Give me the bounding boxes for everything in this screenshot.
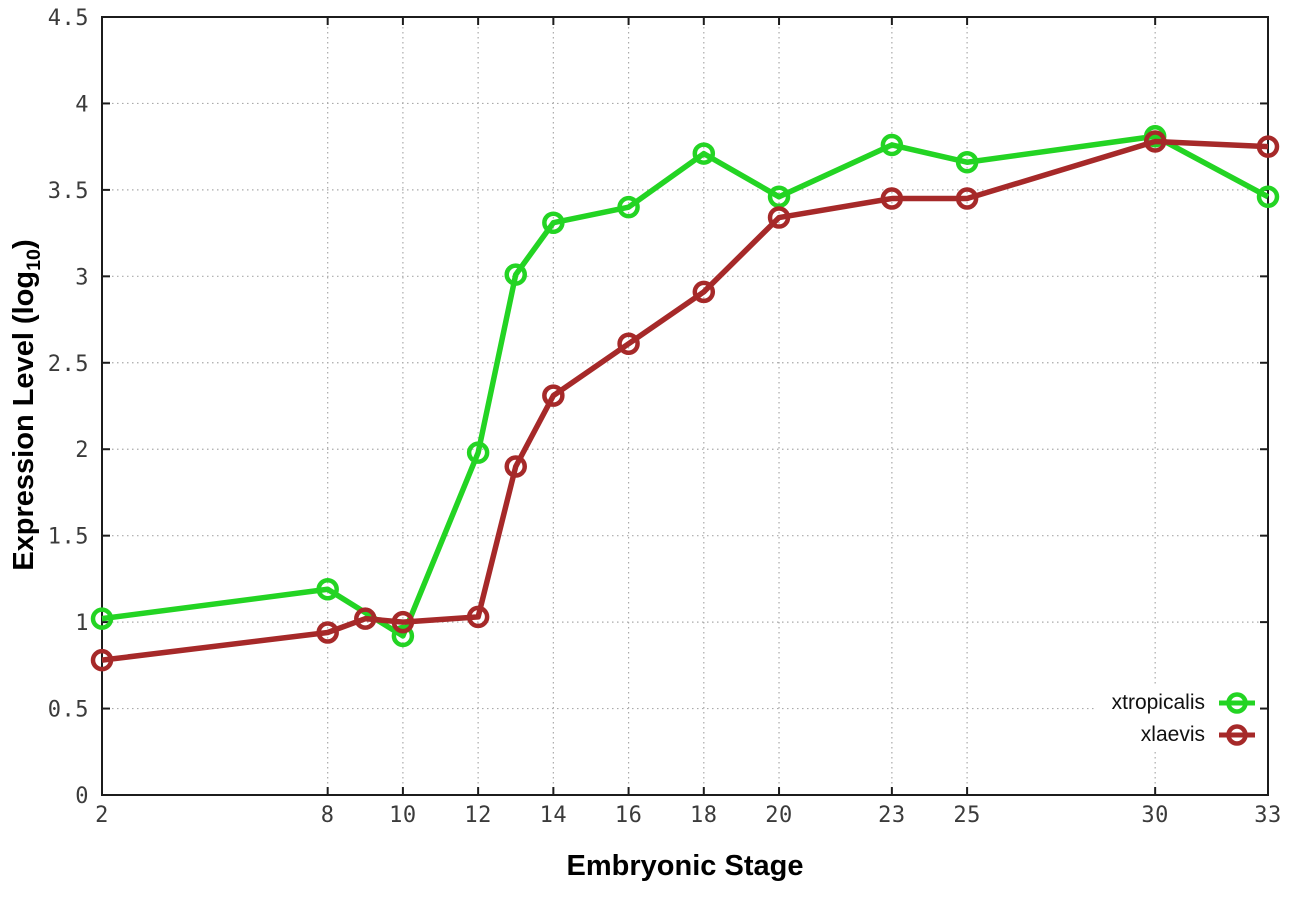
legend: xtropicalis xlaevis	[1095, 685, 1260, 752]
data-point-xtropicalis	[1256, 185, 1280, 209]
svg-text:8: 8	[321, 803, 335, 828]
legend-circle-sample	[1226, 723, 1248, 746]
legend-item-xtropicalis: xtropicalis	[1112, 687, 1258, 718]
svg-text:1.5: 1.5	[48, 525, 89, 550]
data-point-xlaevis	[955, 187, 979, 210]
data-point-xlaevis	[692, 280, 716, 304]
series-xlaevis	[90, 130, 1280, 672]
data-point-xtropicalis	[90, 607, 114, 630]
svg-text:14: 14	[540, 803, 568, 828]
y-tick-labels: 0 0.5 1 1.5 2 2.5 3 3.5 4 4.5	[48, 6, 89, 809]
data-point-xlaevis	[1143, 130, 1167, 153]
y-axis-title: Expression Level (log10)	[8, 239, 46, 570]
svg-text:1: 1	[75, 611, 89, 636]
data-point-xtropicalis	[542, 211, 565, 234]
svg-text:0: 0	[75, 784, 89, 809]
svg-text:25: 25	[953, 803, 981, 828]
svg-text:10: 10	[389, 803, 417, 828]
data-point-xlaevis	[504, 455, 527, 478]
y-axis-title-text: Expression Level (log	[8, 270, 41, 571]
data-point-xlaevis	[767, 206, 791, 229]
legend-marker-xlaevis	[1219, 723, 1255, 746]
data-point-xlaevis	[880, 187, 904, 210]
svg-text:3: 3	[75, 265, 89, 290]
plot-border	[101, 16, 1269, 796]
svg-text:18: 18	[690, 803, 718, 828]
data-point-xlaevis	[1256, 135, 1280, 158]
legend-item-xlaevis: xlaevis	[1112, 719, 1258, 750]
data-point-xtropicalis	[692, 142, 716, 165]
svg-text:30: 30	[1141, 803, 1169, 828]
svg-text:20: 20	[765, 803, 793, 828]
svg-text:12: 12	[464, 803, 492, 828]
data-point-xlaevis	[466, 605, 490, 629]
svg-text:2: 2	[95, 803, 109, 828]
data-point-xlaevis	[542, 384, 565, 407]
legend-marker-xtropicalis	[1219, 691, 1255, 714]
data-point-xtropicalis	[466, 441, 490, 464]
legend-label-xtropicalis: xtropicalis	[1111, 691, 1205, 714]
x-axis-title: Embryonic Stage	[566, 850, 804, 882]
svg-text:4.5: 4.5	[48, 6, 89, 31]
legend-circle-sample	[1226, 691, 1248, 714]
data-point-xlaevis	[391, 610, 415, 634]
x-tick-labels: 2 8 10 12 14 16 18 20 23 25 30 33	[95, 803, 1282, 828]
data-point-xlaevis	[90, 648, 114, 672]
data-point-xlaevis	[617, 332, 640, 356]
data-point-xtropicalis	[391, 624, 415, 648]
legend-label-xlaevis: xlaevis	[1140, 723, 1205, 746]
svg-text:4: 4	[75, 92, 89, 117]
svg-text:16: 16	[615, 803, 643, 828]
data-point-xtropicalis	[955, 150, 979, 174]
data-point-xtropicalis	[880, 133, 904, 157]
y-axis-title-subscript: 10	[22, 248, 45, 271]
svg-text:33: 33	[1254, 803, 1282, 828]
data-point-xtropicalis	[617, 195, 640, 219]
axis-ticks	[101, 16, 1269, 796]
svg-text:0.5: 0.5	[48, 698, 89, 723]
svg-text:3.5: 3.5	[48, 179, 89, 204]
series-xtropicalis	[90, 125, 1280, 648]
gridlines	[102, 17, 1268, 795]
data-point-xtropicalis	[767, 185, 791, 209]
data-point-xlaevis	[316, 621, 339, 644]
data-point-xtropicalis	[316, 578, 339, 601]
svg-text:2.5: 2.5	[48, 352, 89, 377]
data-point-xlaevis	[354, 607, 377, 630]
svg-text:2: 2	[75, 438, 89, 463]
svg-text:23: 23	[878, 803, 906, 828]
y-axis-title-close: )	[8, 239, 41, 249]
data-point-xtropicalis	[504, 263, 527, 286]
